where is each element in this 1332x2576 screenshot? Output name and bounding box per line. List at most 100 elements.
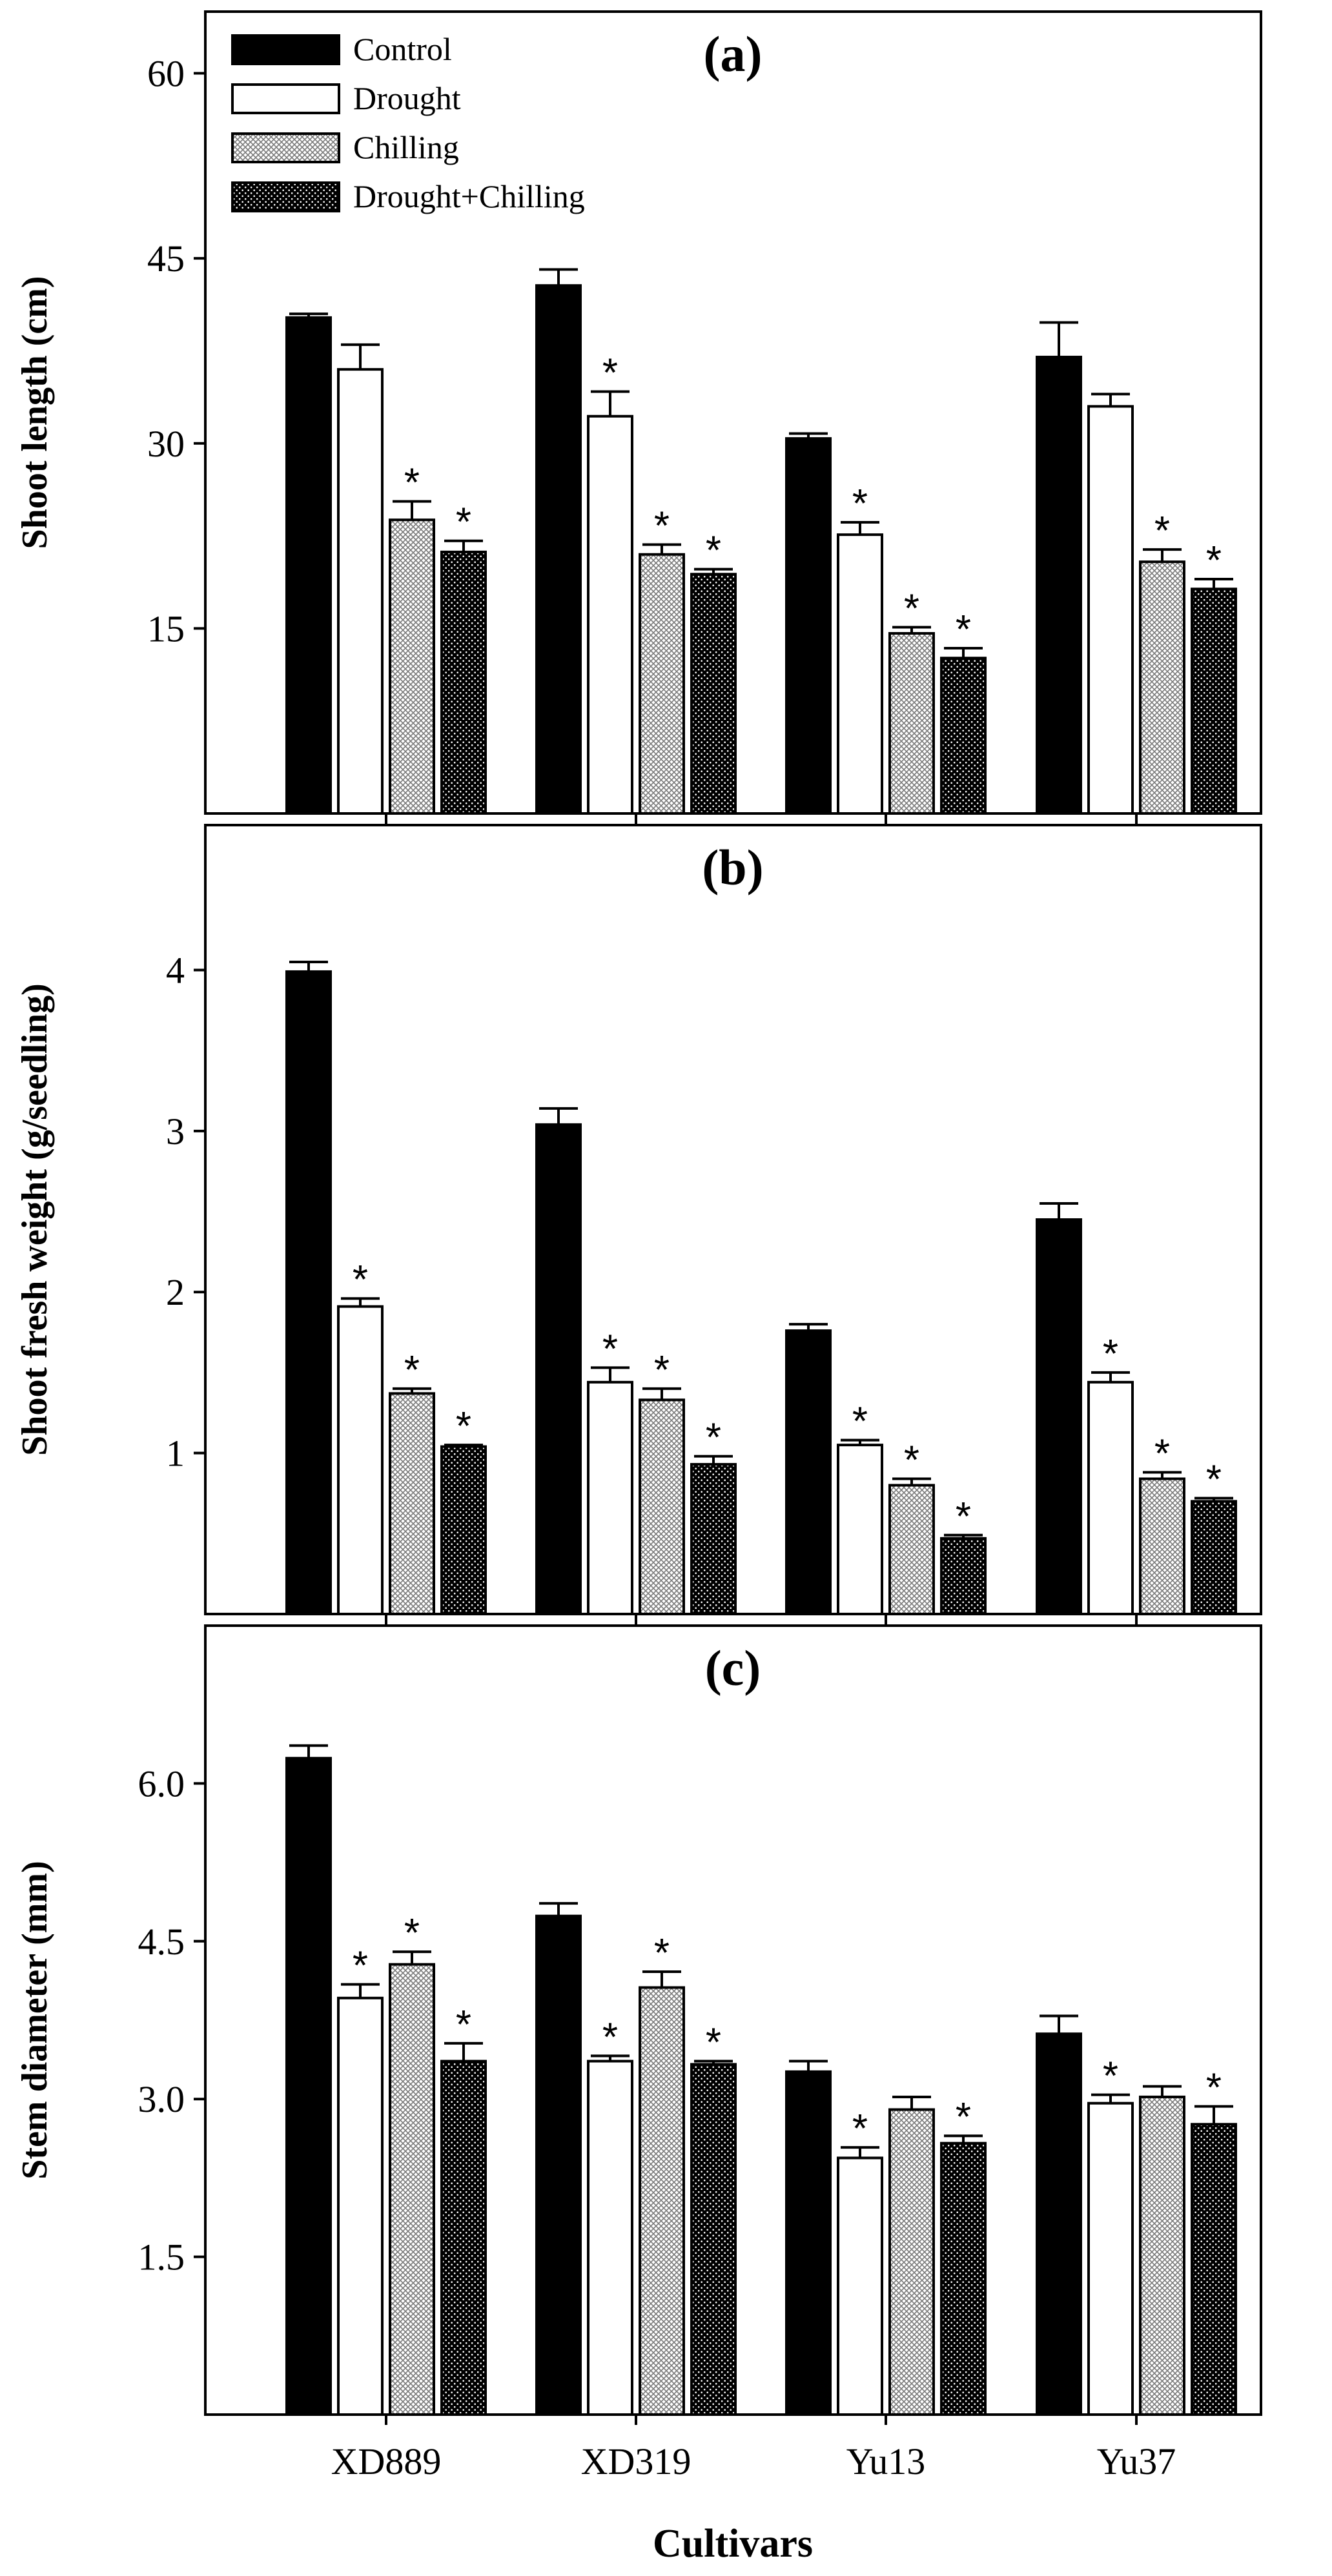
legend-label-chilling: Chilling <box>353 129 459 165</box>
legend-label-control: Control <box>353 31 452 67</box>
y-tick-label-c: 3.0 <box>138 2078 185 2120</box>
x-tick-label-yu37: Yu37 <box>1097 2440 1176 2482</box>
significance-star-b-yu37-chilling: * <box>1154 1432 1170 1477</box>
bar-c-yu13-chilling <box>888 2108 935 2417</box>
significance-star-c-yu13-drought: * <box>852 2107 868 2151</box>
significance-star-a-yu13-chilling: * <box>904 586 919 631</box>
bar-c-yu37-chilling <box>1139 2095 1185 2417</box>
bar-c-xd319-drought <box>587 2060 633 2416</box>
significance-star-b-xd319-drought: * <box>602 1327 618 1371</box>
bar-a-yu13-control <box>785 437 832 815</box>
bar-b-yu13-drought-chilling <box>940 1537 987 1616</box>
bar-c-xd889-drought-chilling <box>440 2060 487 2416</box>
bar-b-xd889-control <box>285 970 332 1615</box>
bar-b-xd319-control <box>535 1123 582 1615</box>
y-tick-label-b: 1 <box>166 1433 185 1475</box>
significance-star-c-xd319-drought: * <box>602 2015 618 2060</box>
y-tick-label-a: 30 <box>147 423 185 465</box>
significance-star-b-xd319-drought-chilling: * <box>706 1416 721 1460</box>
bar-b-xd319-drought-chilling <box>690 1463 737 1615</box>
legend-swatch-drought-chilling <box>231 181 340 212</box>
bar-c-yu37-drought <box>1087 2101 1134 2416</box>
legend-label-drought-chilling: Drought+Chilling <box>353 178 585 214</box>
bar-a-yu37-control <box>1036 356 1082 815</box>
y-tick-label-c: 6.0 <box>138 1763 185 1804</box>
y-tick-label-b: 3 <box>166 1110 185 1152</box>
panel-a: 15 30 45 60 Shoot length (cm) (a) * * * * * * * * * * <box>15 10 1262 824</box>
bar-a-xd889-drought <box>337 368 384 815</box>
significance-star-a-xd319-chilling: * <box>654 504 670 548</box>
significance-star-b-yu13-chilling: * <box>904 1438 919 1483</box>
bar-b-yu13-control <box>785 1329 832 1616</box>
panel-b: 1 2 3 4 Shoot fresh weight (g/seedling) (b) * *… <box>15 824 1262 1624</box>
panel-tag-b: (b) <box>702 839 763 895</box>
panel-tag-a: (a) <box>704 26 763 82</box>
y-axis-title-c: Stem diameter (mm) <box>15 1861 55 2179</box>
significance-star-a-xd319-drought-chilling: * <box>706 529 721 573</box>
bar-b-xd889-chilling <box>389 1392 435 1616</box>
significance-star-a-yu37-drought-chilling: * <box>1206 538 1222 583</box>
bar-b-xd319-drought <box>587 1380 633 1615</box>
bar-a-yu37-chilling <box>1139 560 1185 815</box>
y-tick-label-a: 45 <box>147 238 185 280</box>
significance-star-c-xd889-drought-chilling: * <box>456 2003 471 2047</box>
bar-a-yu13-chilling <box>888 632 935 815</box>
bar-a-xd319-chilling <box>639 553 685 815</box>
y-axis-title-b: Shoot fresh weight (g/seedling) <box>15 983 55 1456</box>
x-tick-label-xd319: XD319 <box>581 2440 692 2482</box>
bar-c-yu37-drought-chilling <box>1191 2123 1237 2416</box>
bar-a-xd319-drought <box>587 414 633 815</box>
bar-b-yu37-drought-chilling <box>1191 1500 1237 1615</box>
significance-star-c-yu13-drought-chilling: * <box>956 2095 971 2140</box>
legend: Control Drought Chilling Drought+Chilling <box>231 31 585 214</box>
bar-b-yu37-chilling <box>1139 1477 1185 1616</box>
significance-star-b-yu37-drought: * <box>1103 1332 1118 1376</box>
bar-c-xd889-control <box>285 1757 332 2416</box>
bar-a-yu13-drought-chilling <box>940 657 987 815</box>
significance-star-a-yu13-drought: * <box>852 482 868 526</box>
bar-c-xd889-chilling <box>389 1963 435 2416</box>
bar-a-xd889-drought-chilling <box>440 550 487 815</box>
significance-star-c-xd319-chilling: * <box>654 1931 670 1976</box>
significance-star-a-xd319-drought: * <box>602 351 618 396</box>
bar-b-yu13-drought <box>837 1444 883 1615</box>
bar-a-yu37-drought-chilling <box>1191 588 1237 815</box>
significance-star-a-yu13-drought-chilling: * <box>956 608 971 652</box>
bar-c-yu13-drought-chilling <box>940 2142 987 2417</box>
significance-star-a-xd889-drought-chilling: * <box>456 500 471 545</box>
y-tick-label-b: 2 <box>166 1271 185 1313</box>
y-tick-label-b: 4 <box>166 949 185 991</box>
significance-star-b-xd889-chilling: * <box>404 1348 420 1393</box>
bar-c-xd319-control <box>535 1914 582 2417</box>
significance-star-a-xd889-chilling: * <box>404 461 420 506</box>
panel-tag-c: (c) <box>705 1640 761 1696</box>
x-tick-label-yu13: Yu13 <box>846 2440 925 2482</box>
y-tick-label-a: 15 <box>147 608 185 649</box>
bar-b-yu37-control <box>1036 1218 1082 1615</box>
significance-star-c-xd889-chilling: * <box>404 1911 420 1956</box>
significance-star-c-xd889-drought: * <box>353 1944 368 1988</box>
bar-c-xd319-chilling <box>639 1986 685 2417</box>
significance-star-c-yu37-drought-chilling: * <box>1206 2066 1222 2111</box>
bar-a-xd319-control <box>535 284 582 815</box>
bar-a-yu13-drought <box>837 533 883 815</box>
bar-a-xd889-control <box>285 316 332 815</box>
legend-swatch-control <box>231 34 340 65</box>
significance-star-b-xd889-drought-chilling: * <box>456 1404 471 1449</box>
bar-c-yu13-drought <box>837 2156 883 2416</box>
bar-c-xd319-drought-chilling <box>690 2063 737 2416</box>
panel-c: 1.5 3.0 4.5 6.0 Stem diameter (mm) (c) * * * * * * *… <box>15 1624 1262 2482</box>
significance-star-b-yu13-drought-chilling: * <box>956 1495 971 1539</box>
bar-a-xd889-chilling <box>389 518 435 815</box>
legend-swatch-drought <box>231 83 340 114</box>
legend-label-drought: Drought <box>353 80 461 116</box>
legend-swatch-chilling <box>231 132 340 163</box>
x-tick-label-xd889: XD889 <box>331 2440 442 2482</box>
significance-star-a-yu37-chilling: * <box>1154 509 1170 553</box>
significance-star-c-yu37-drought: * <box>1103 2054 1118 2099</box>
bar-b-xd889-drought-chilling <box>440 1445 487 1615</box>
y-axis-title-a: Shoot length (cm) <box>15 276 55 549</box>
significance-star-b-yu13-drought: * <box>852 1400 868 1444</box>
y-tick-label-a: 60 <box>147 53 185 95</box>
